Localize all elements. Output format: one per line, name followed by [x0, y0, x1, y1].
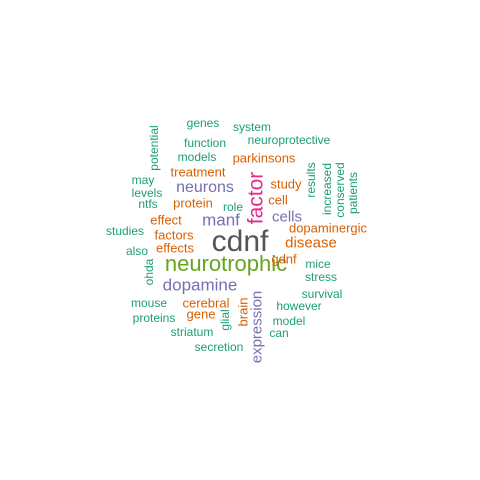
word-treatment: treatment — [170, 164, 226, 180]
word-neurons: neurons — [176, 179, 234, 196]
word-gdnf: gdnf — [271, 251, 297, 267]
word-genes: genes — [186, 116, 220, 130]
word-mouse: mouse — [130, 296, 168, 310]
word-results: results — [304, 162, 318, 198]
word-system: system — [232, 120, 272, 134]
word-ntfs: ntfs — [138, 197, 158, 211]
word-manf: manf — [202, 210, 240, 230]
word-cells: cells — [271, 208, 303, 226]
word-increased: increased — [320, 162, 334, 216]
word-mice: mice — [305, 257, 331, 271]
word-role: role — [222, 200, 244, 214]
word-striatum: striatum — [170, 325, 214, 339]
word-cerebral: cerebral — [182, 295, 230, 311]
word-potential: potential — [147, 125, 161, 171]
word-neuroprotective: neuroprotective — [247, 133, 331, 147]
word-proteins: proteins — [132, 311, 176, 325]
word-patients: patients — [346, 171, 360, 215]
word-model: model — [272, 314, 306, 328]
word-also: also — [125, 244, 149, 258]
word-disease: disease — [285, 234, 337, 252]
word-parkinsons: parkinsons — [232, 150, 296, 166]
word-can: can — [269, 326, 289, 340]
word-however: however — [276, 299, 322, 313]
word-function: function — [183, 136, 227, 150]
word-cell: cell — [268, 192, 288, 208]
word-protein: protein — [173, 195, 213, 211]
word-conserved: conserved — [333, 162, 347, 218]
word-survival: survival — [301, 287, 343, 301]
word-studies: studies — [105, 224, 145, 238]
word-factor: factor — [244, 171, 268, 225]
word-gene: gene — [186, 306, 216, 322]
word-stress: stress — [304, 270, 338, 284]
word-effect: effect — [150, 212, 182, 228]
word-cdnf: cdnf — [211, 225, 269, 258]
word-dopaminergic: dopaminergic — [288, 220, 368, 236]
word-dopamine: dopamine — [162, 275, 238, 295]
word-may: may — [131, 173, 155, 187]
word-models: models — [177, 150, 217, 164]
word-secretion: secretion — [194, 340, 244, 354]
word-glial: glial — [218, 309, 232, 331]
word-study: study — [270, 176, 302, 192]
word-neurotrophic: neurotrophic — [164, 251, 288, 276]
word-levels: levels — [131, 186, 163, 200]
word-brain: brain — [235, 297, 251, 327]
word-expression: expression — [248, 290, 266, 364]
word-ohda: ohda — [142, 258, 156, 286]
word-factors: factors — [154, 227, 194, 243]
word-effects: effects — [155, 240, 195, 256]
